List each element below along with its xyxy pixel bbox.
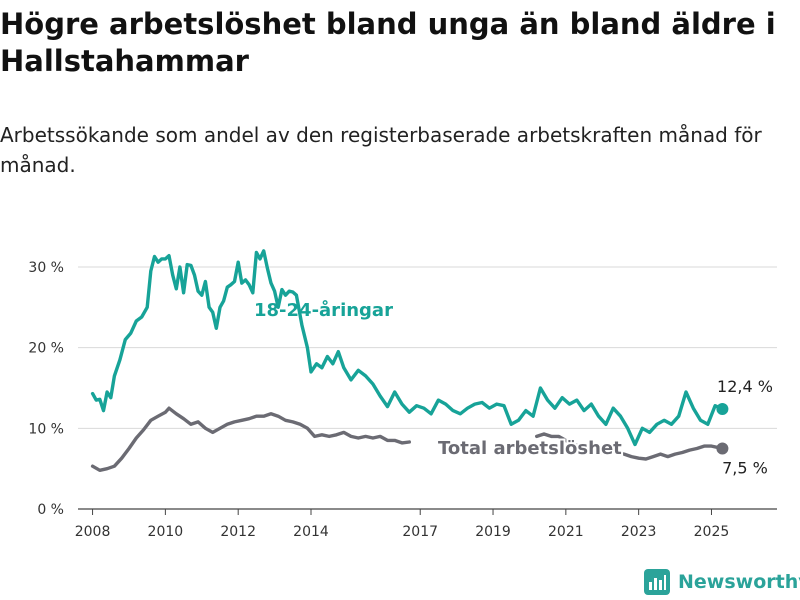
chart-title: Högre arbetslöshet bland unga än bland ä… xyxy=(0,7,776,78)
axes: 0 % 10 % 20 % 30 % 2008 2010 2012 2014 2017 2019 2… xyxy=(28,260,777,540)
newsworthy-logo[interactable]: Newsworthy xyxy=(644,569,800,595)
gridlines xyxy=(78,266,777,429)
x-tick-label: 2012 xyxy=(220,524,256,540)
y-tick-label: 10 % xyxy=(28,421,64,437)
x-tick-label: 2010 xyxy=(148,524,184,540)
youth-end-label: 12,4 % xyxy=(717,377,773,396)
brand-name: Newsworthy xyxy=(678,571,800,593)
chart-subtitle: Arbetssökande som andel av den registerb… xyxy=(0,123,762,177)
youth-end-point xyxy=(716,402,729,415)
x-tick-label: 2014 xyxy=(293,524,329,540)
y-tick-label: 0 % xyxy=(37,502,64,518)
annotations: 12,4 % 7,5 % 18-24-åringar Total arbetslösh… xyxy=(254,299,773,478)
x-tick-label: 2021 xyxy=(548,524,584,540)
x-tick-label: 2025 xyxy=(694,524,730,540)
x-tick-label: 2008 xyxy=(75,524,111,540)
total-end-label: 7,5 % xyxy=(722,459,768,478)
total-series-annotation: Total arbetslöshet xyxy=(438,438,622,459)
y-tick-label: 20 % xyxy=(28,341,64,357)
x-tick-label: 2019 xyxy=(475,524,511,540)
series-line-total xyxy=(90,406,411,472)
bar-chart-logo-icon xyxy=(644,569,670,595)
series-line-total-late xyxy=(535,432,725,461)
y-tick-label: 30 % xyxy=(28,260,64,276)
youth-series-annotation: 18-24-åringar xyxy=(254,299,393,321)
x-tick-label: 2017 xyxy=(402,524,438,540)
total-end-point xyxy=(716,442,729,455)
series-line-youth xyxy=(90,249,725,447)
x-tick-label: 2023 xyxy=(621,524,657,540)
series-lines xyxy=(90,249,729,472)
